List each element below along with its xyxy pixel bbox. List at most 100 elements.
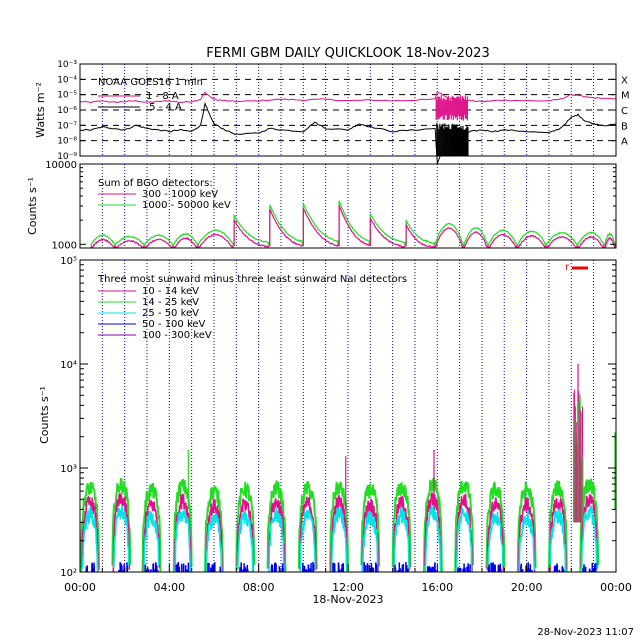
generation-timestamp: 28-Nov-2023 11:07 xyxy=(537,627,634,638)
bgo-green-segment xyxy=(144,233,174,247)
class-label-B: B xyxy=(621,121,628,132)
nai-cyan-hump xyxy=(174,510,191,573)
bgo-green-segment xyxy=(463,227,489,247)
bgo-magenta-segment xyxy=(405,224,435,248)
bgo-y-tick-label: 1000 xyxy=(52,240,77,251)
bgo-magenta-segment xyxy=(517,234,547,248)
bgo-magenta-segment xyxy=(463,231,489,249)
nai-green-hump xyxy=(235,481,256,570)
bgo-y-ticks: 1000 10000 xyxy=(45,160,616,251)
nai-cyan-hump xyxy=(362,510,379,573)
nai-green-hump xyxy=(329,481,349,573)
bgo-green-segment xyxy=(369,213,406,247)
bgo-green-segment xyxy=(405,219,435,247)
nai-magenta-hump xyxy=(330,494,348,571)
bgo-magenta-segment xyxy=(488,233,518,248)
nai-green-hump xyxy=(548,480,568,573)
nai-legend-label: 25 - 50 keV xyxy=(142,308,199,319)
bgo-magenta-segment xyxy=(269,208,303,247)
nai-panel: 10² 10³ 10⁴ 10⁵ Counts s⁻¹ Three most sunwa… xyxy=(38,256,632,606)
nai-legend-label: 100 - 300 keV xyxy=(142,330,212,341)
nai-magenta-hump xyxy=(424,492,442,571)
goes-legend-title: NOAA GOES16 1 min xyxy=(98,77,203,88)
bgo-magenta-segment xyxy=(604,236,616,248)
bgo-green-segment xyxy=(338,200,370,247)
nai-flag-label: r xyxy=(565,262,570,273)
class-label-C: C xyxy=(621,106,628,117)
bgo-magenta-segment xyxy=(369,217,406,248)
nai-green-hump xyxy=(423,477,443,573)
bgo-magenta-segment xyxy=(144,238,174,248)
bgo-magenta-segment xyxy=(173,236,198,248)
bgo-magenta-segment xyxy=(90,237,116,248)
nai-cyan-hump xyxy=(393,506,410,573)
nai-green-hump xyxy=(391,481,412,567)
nai-legend-label: 14 - 25 keV xyxy=(142,297,199,308)
bgo-green-segment xyxy=(197,229,234,247)
goes-y-tick-label: 10⁻³ xyxy=(57,60,77,70)
nai-magenta-hump xyxy=(549,496,567,573)
bgo-magenta-segment xyxy=(233,219,270,249)
time-x-tick-label: 20:00 xyxy=(511,581,543,594)
goes-series-line-0 xyxy=(79,91,617,104)
nai-legend-label: 50 - 100 keV xyxy=(142,319,206,330)
nai-green-hump xyxy=(485,481,506,570)
bgo-green-segment xyxy=(604,232,616,247)
figure-title: FERMI GBM DAILY QUICKLOOK 18-Nov-2023 xyxy=(206,46,489,61)
bgo-magenta-segment xyxy=(434,227,464,249)
x-axis-date-label: 18-Nov-2023 xyxy=(312,593,383,606)
nai-cyan-hump xyxy=(580,504,598,571)
nai-y-tick-label: 10² xyxy=(60,568,77,579)
nai-green-hump xyxy=(516,481,537,573)
bgo-green-segment xyxy=(173,232,198,247)
nai-y-axis-label: Counts s⁻¹ xyxy=(38,386,51,444)
nai-magenta-hump xyxy=(236,498,254,573)
goes-series-line-1 xyxy=(79,101,617,164)
bgo-green-segment xyxy=(434,222,464,247)
nai-cyan-hump xyxy=(518,509,535,571)
nai-y-tick-label: 10⁴ xyxy=(60,360,77,371)
nai-cyan-hump xyxy=(143,511,160,573)
class-label-X: X xyxy=(621,75,628,86)
goes-y-axis-label: Watts m⁻² xyxy=(34,82,47,138)
nai-vertical-gridlines xyxy=(101,260,595,572)
bgo-y-axis-label: Counts s⁻¹ xyxy=(26,177,39,235)
nai-cyan-hump xyxy=(205,512,223,573)
bgo-green-segment xyxy=(90,234,116,247)
nai-magenta-hump xyxy=(205,499,223,573)
time-x-tick-label: 16:00 xyxy=(421,581,453,594)
nai-legend-label: 10 - 14 keV xyxy=(142,286,199,297)
bgo-magenta-segment xyxy=(577,235,605,248)
goes-class-gridlines xyxy=(80,78,616,142)
class-label-M: M xyxy=(621,91,630,102)
bgo-green-segment xyxy=(233,213,270,247)
goes-series xyxy=(79,91,617,164)
bgo-legend-title: Sum of BGO detectors: xyxy=(98,178,213,189)
time-x-tick-label: 08:00 xyxy=(243,581,275,594)
nai-green-hump xyxy=(141,482,162,573)
bgo-green-segment xyxy=(546,231,578,247)
nai-magenta-hump xyxy=(486,497,505,573)
goes-y-tick-label: 10⁻⁵ xyxy=(57,91,77,101)
nai-green-hump xyxy=(454,480,474,572)
goes-y-tick-label: 10⁻⁹ xyxy=(57,152,77,162)
bgo-legend-label-1000-50000: 1000 - 50000 keV xyxy=(142,200,231,211)
nai-cyan-hump xyxy=(237,510,254,573)
goes-legend-label-05-4: .5 - 4 A xyxy=(146,102,182,113)
nai-cyan-hump xyxy=(299,509,317,573)
nai-cyan-hump xyxy=(330,507,348,573)
nai-green-hump xyxy=(80,482,100,573)
nai-magenta-hump xyxy=(455,493,473,573)
nai-cyan-hump xyxy=(487,511,504,568)
goes-y-tick-label: 10⁻⁶ xyxy=(57,106,77,116)
nai-magenta-hump xyxy=(112,492,131,572)
bgo-magenta-segment xyxy=(546,236,578,248)
nai-green-hump xyxy=(266,480,287,573)
bgo-green-segment xyxy=(269,204,303,247)
nai-magenta-hump xyxy=(174,493,192,573)
bgo-magenta-segment xyxy=(197,233,234,248)
time-x-tick-label: 12:00 xyxy=(332,581,364,594)
